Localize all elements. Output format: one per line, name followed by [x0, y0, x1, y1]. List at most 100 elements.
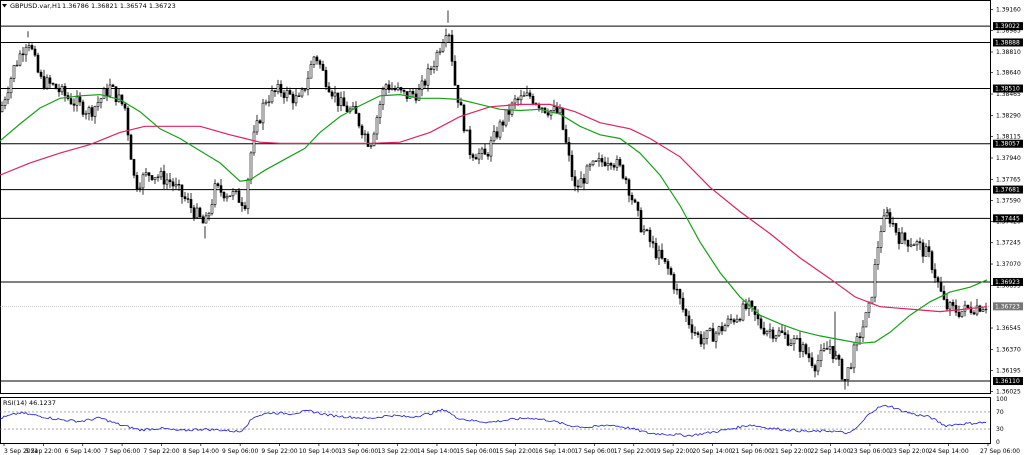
candle-body	[879, 231, 883, 248]
candle-body	[555, 106, 559, 114]
time-label: 20 Sep 14:00	[692, 448, 732, 455]
candle-body	[954, 305, 958, 313]
candle-body	[462, 104, 466, 132]
candle-body	[150, 175, 154, 180]
candle-body	[333, 92, 337, 97]
candle-body	[639, 210, 643, 233]
candle-body	[621, 164, 625, 179]
candle-body	[417, 89, 421, 101]
candle-body	[234, 190, 238, 193]
candle-body	[390, 88, 394, 90]
candle-body	[522, 95, 526, 97]
candle-body	[705, 330, 709, 339]
rsi-plot-area	[0, 397, 991, 444]
candle-body	[891, 222, 895, 225]
candle-body	[807, 353, 811, 359]
rsi-label: RSI(14) 46.1237	[3, 399, 56, 407]
candle-body	[801, 344, 805, 352]
candle-body	[447, 34, 451, 37]
candle-body	[78, 96, 82, 103]
candle-body	[381, 88, 385, 105]
candle-body	[105, 88, 109, 97]
time-label: 19 Sep 22:00	[653, 448, 693, 455]
triangle-down-icon[interactable]	[2, 4, 7, 8]
candle-body	[15, 64, 19, 67]
candle-body	[600, 158, 604, 163]
candle-body	[423, 80, 427, 86]
candle-body	[57, 88, 61, 93]
candle-body	[759, 318, 763, 329]
candle-body	[459, 102, 463, 106]
candle-body	[510, 102, 514, 115]
candle-body	[642, 229, 646, 233]
candle-body	[609, 163, 613, 166]
candle-body	[978, 305, 982, 312]
candle-body	[525, 92, 529, 96]
candle-body	[951, 302, 955, 306]
time-label: 13 Sep 22:00	[378, 448, 418, 455]
candle-body	[726, 318, 730, 326]
candle-body	[729, 318, 733, 321]
rsi-tick-label: 100	[996, 396, 1008, 403]
candle-body	[780, 330, 784, 333]
candle-body	[828, 345, 832, 350]
candle-body	[528, 92, 532, 97]
candle-body	[804, 344, 808, 354]
candle-body	[273, 90, 277, 93]
candle-body	[960, 310, 964, 317]
candle-body	[204, 215, 208, 224]
candle-body	[858, 336, 862, 339]
candle-body	[699, 334, 703, 345]
candle-body	[516, 98, 520, 101]
candle-body	[663, 257, 667, 262]
candle-body	[552, 106, 556, 111]
candle-body	[885, 212, 889, 217]
candle-body	[405, 91, 409, 99]
candle-body	[27, 45, 31, 48]
candle-body	[570, 154, 574, 177]
candle-body	[909, 244, 913, 247]
candle-body	[900, 232, 904, 244]
time-label: 21 Sep 06:00	[732, 448, 772, 455]
candle-body	[696, 332, 700, 335]
candle-body	[939, 281, 943, 292]
candle-body	[777, 330, 781, 337]
candle-body	[213, 183, 217, 205]
candle-body	[99, 98, 103, 103]
candle-body	[693, 332, 697, 334]
time-label: 13 Sep 06:00	[338, 448, 378, 455]
candle-body	[666, 261, 670, 269]
candle-body	[657, 249, 661, 259]
candle-body	[51, 83, 55, 85]
candle-body	[138, 187, 142, 190]
candle-body	[813, 365, 817, 372]
candle-body	[321, 64, 325, 71]
level-label-box	[993, 214, 1023, 223]
candle-body	[315, 56, 319, 62]
price-tick-label: 1.37940	[996, 155, 1021, 162]
candle-body	[915, 241, 919, 246]
time-label: 23 Sep 06:00	[850, 448, 890, 455]
candle-body	[546, 112, 550, 116]
time-label: 10 Sep 14:00	[299, 448, 339, 455]
price-tick-label: 1.39160	[996, 6, 1021, 13]
price-tick-label: 1.38985	[996, 28, 1021, 35]
candle-body	[783, 332, 787, 335]
candle-body	[774, 335, 778, 339]
candle-body	[507, 109, 511, 115]
level-price-label: 1.39022	[995, 23, 1020, 30]
candle-body	[465, 129, 469, 132]
candle-body	[825, 348, 829, 350]
candle-body	[336, 92, 340, 106]
candle-body	[198, 207, 202, 218]
candle-body	[225, 195, 229, 199]
candle-body	[222, 192, 226, 199]
candle-body	[594, 160, 598, 163]
candle-body	[519, 95, 523, 101]
candle-body	[231, 191, 235, 197]
candle-body	[387, 84, 391, 90]
candle-body	[615, 159, 619, 168]
time-label: 16 Sep 14:00	[535, 448, 575, 455]
